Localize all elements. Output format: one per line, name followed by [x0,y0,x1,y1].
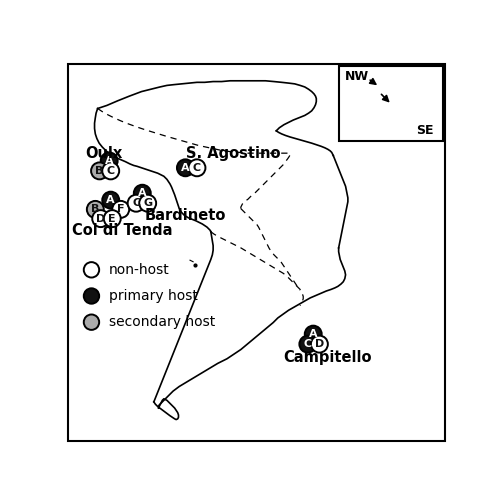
Circle shape [311,336,328,352]
Text: B: B [91,204,100,214]
Text: C: C [193,163,201,173]
Text: B: B [96,166,104,176]
Circle shape [84,288,99,304]
Text: A: A [105,156,114,166]
Circle shape [373,84,386,96]
Text: Bardineto: Bardineto [144,208,226,224]
Text: primary host: primary host [109,289,198,303]
Circle shape [91,162,108,180]
Text: Col di Tenda: Col di Tenda [72,222,172,238]
Text: A: A [352,71,360,81]
Text: C: C [132,198,140,208]
Circle shape [102,192,119,208]
Text: D: D [315,339,324,349]
Text: secondary host: secondary host [109,315,216,329]
Text: A: A [375,85,384,95]
Circle shape [134,184,151,202]
Text: A: A [138,188,146,198]
Text: E: E [108,214,116,224]
Circle shape [305,326,322,342]
Bar [339,66,443,141]
Circle shape [84,314,99,330]
Circle shape [104,210,120,227]
Circle shape [84,262,99,278]
Circle shape [112,201,129,218]
Circle shape [139,194,156,212]
Circle shape [92,210,109,227]
Text: Campitello: Campitello [283,350,372,364]
Text: A: A [388,102,396,113]
Text: A: A [181,163,190,173]
Text: F: F [117,204,124,214]
Circle shape [100,152,117,170]
Text: A: A [309,329,318,339]
Circle shape [188,160,206,176]
Text: C: C [106,166,115,176]
Text: C: C [400,102,407,113]
Text: B: B [364,71,372,81]
Text: SE: SE [416,124,434,137]
Circle shape [102,162,119,180]
Circle shape [177,160,194,176]
Circle shape [397,101,410,114]
Circle shape [300,336,316,352]
Circle shape [362,70,374,82]
Circle shape [350,70,363,82]
Circle shape [128,194,144,212]
Text: non-host: non-host [109,263,170,277]
Circle shape [87,201,104,218]
Text: D: D [96,214,106,224]
Text: A: A [106,195,115,205]
Text: S. Agostino: S. Agostino [186,146,280,160]
Text: NW: NW [345,70,369,83]
Text: Oulx: Oulx [85,146,122,160]
Text: G: G [143,198,152,208]
Circle shape [385,101,398,114]
Text: C: C [304,339,312,349]
